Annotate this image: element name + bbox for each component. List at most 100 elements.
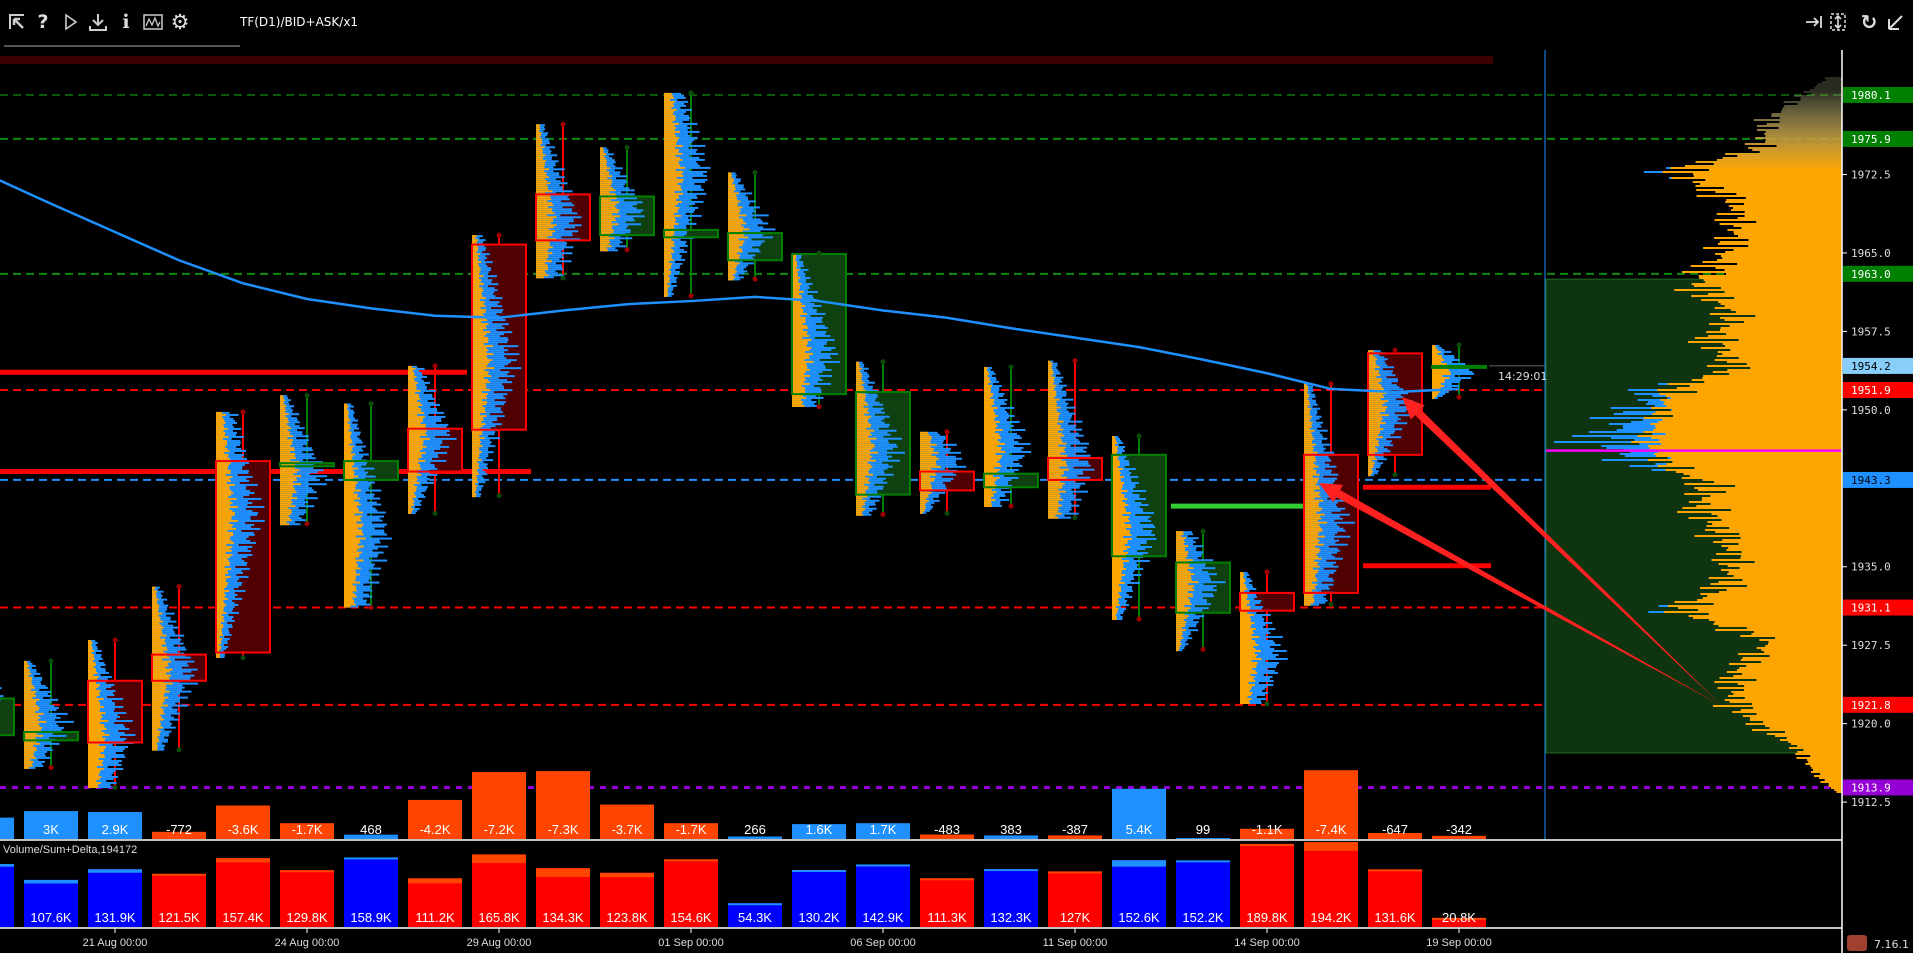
arrow-shaft[interactable] (1415, 409, 1722, 706)
drawn-arrows[interactable] (1319, 397, 1722, 706)
footprint-bid-row (344, 565, 374, 568)
footprint-bid-row (856, 385, 873, 388)
volume-delta-cap (920, 878, 974, 881)
footprint-bid-row (1432, 376, 1471, 379)
footprint-ask-row (344, 463, 354, 466)
footprint-ask-row (728, 252, 738, 255)
candle[interactable] (855, 359, 911, 517)
footprint-ask-row (88, 723, 105, 726)
footprint-ask-row (344, 429, 349, 432)
profile-ask-row (1662, 171, 1842, 173)
footprint-bid-row (408, 499, 422, 502)
footprint-ask-row (216, 489, 232, 492)
footprint-bid-row (1304, 513, 1350, 516)
footprint-ask-row (664, 290, 668, 293)
footprint-bid-row (1304, 539, 1340, 542)
footprint-ask-row (792, 320, 806, 323)
candle[interactable] (215, 409, 271, 661)
candle[interactable] (1239, 569, 1295, 707)
profile-bid-row (1803, 91, 1842, 93)
arrow-head[interactable] (1402, 397, 1425, 420)
footprint-bid-row (1304, 531, 1338, 534)
footprint-ask-row (856, 483, 865, 486)
footprint-ask-row (920, 481, 931, 484)
profile-ask-row (1728, 547, 1842, 549)
candle[interactable] (535, 121, 591, 281)
footprint-ask-row (152, 660, 172, 663)
footprint-bid-row (1368, 450, 1391, 453)
chart-window-icon[interactable] (141, 10, 165, 34)
profile-ask-row (1667, 383, 1842, 385)
candle[interactable] (407, 363, 463, 516)
arrow-shaft[interactable] (1336, 490, 1722, 706)
candle[interactable] (87, 637, 143, 790)
candle[interactable] (983, 364, 1039, 509)
price-axis[interactable]: 1972.51965.01957.51950.01935.01927.51920… (1842, 87, 1913, 809)
footprint-bid-row (472, 267, 491, 270)
footprint-bid-row (856, 449, 888, 452)
footprint-bid-row (600, 247, 616, 250)
footprint-bid-row (1176, 619, 1194, 622)
footprint-ask-row (792, 360, 814, 363)
footprint-bid-row (664, 138, 695, 141)
candle[interactable] (727, 169, 783, 282)
footprint-bid-row (152, 660, 195, 663)
footprint-ask-row (88, 759, 104, 762)
candle[interactable] (0, 665, 15, 740)
gear-icon[interactable]: ⚙ (170, 10, 190, 34)
candle[interactable] (1111, 433, 1167, 622)
footprint-ask-row (1368, 420, 1382, 423)
collapse-icon[interactable] (1884, 10, 1908, 34)
profile-ask-row (1794, 95, 1842, 97)
footprint-bid-row (88, 647, 98, 650)
candle[interactable] (919, 429, 975, 516)
footprint-ask-row (88, 691, 100, 694)
go-to-end-icon[interactable] (1802, 10, 1826, 34)
fit-vertical-icon[interactable] (1826, 10, 1850, 34)
refresh-icon[interactable]: ↻ (1860, 10, 1878, 34)
footprint-bid-row (728, 262, 754, 265)
candle[interactable] (599, 144, 655, 253)
footprint-ask-row (1112, 497, 1128, 500)
date-axis[interactable]: 21 Aug 00:00 24 Aug 00:00 29 Aug 00:00 01 S… (83, 928, 1492, 949)
footprint-bid-row (856, 455, 893, 458)
profile-ask-row (1726, 361, 1842, 363)
footprint-ask-row (280, 463, 296, 466)
footprint-ask-row (280, 399, 285, 402)
candle[interactable] (1175, 528, 1231, 652)
play-icon[interactable] (59, 10, 83, 34)
footprint-ask-row (664, 146, 676, 149)
candle[interactable] (1431, 342, 1487, 400)
profile-ask-row (1647, 445, 1842, 447)
download-icon[interactable] (86, 10, 110, 34)
footprint-bid-row (344, 553, 379, 556)
profile-ask-row (1631, 441, 1842, 443)
footprint-bid-row (792, 294, 813, 297)
footprint-bid-row (664, 226, 687, 229)
volume-bar (920, 878, 974, 927)
cursor-arrow-icon[interactable] (5, 10, 29, 34)
footprint-ask-row (152, 700, 165, 703)
candle[interactable] (791, 250, 847, 410)
candle[interactable] (343, 401, 399, 611)
candle[interactable] (1303, 381, 1359, 607)
arrow-head[interactable] (1319, 483, 1344, 503)
info-icon[interactable]: i (122, 11, 130, 33)
footprint-bid-row (472, 351, 505, 354)
candle[interactable] (279, 392, 335, 527)
footprint-ask-row (1240, 699, 1250, 702)
candle[interactable] (151, 584, 207, 753)
footprint-ask-row (152, 740, 160, 743)
candle[interactable] (471, 232, 527, 499)
footprint-bid-row (1304, 517, 1343, 520)
footprint-bid-row (664, 168, 690, 171)
candle[interactable] (663, 90, 719, 299)
footprint-bid-row (728, 236, 773, 239)
footprint-ask-row (472, 295, 483, 298)
footprint-bid-row (536, 190, 573, 193)
footprint-bid-row (280, 521, 296, 524)
help-icon[interactable]: ? (37, 11, 49, 33)
candle[interactable] (1047, 358, 1103, 521)
candle[interactable] (23, 658, 79, 771)
